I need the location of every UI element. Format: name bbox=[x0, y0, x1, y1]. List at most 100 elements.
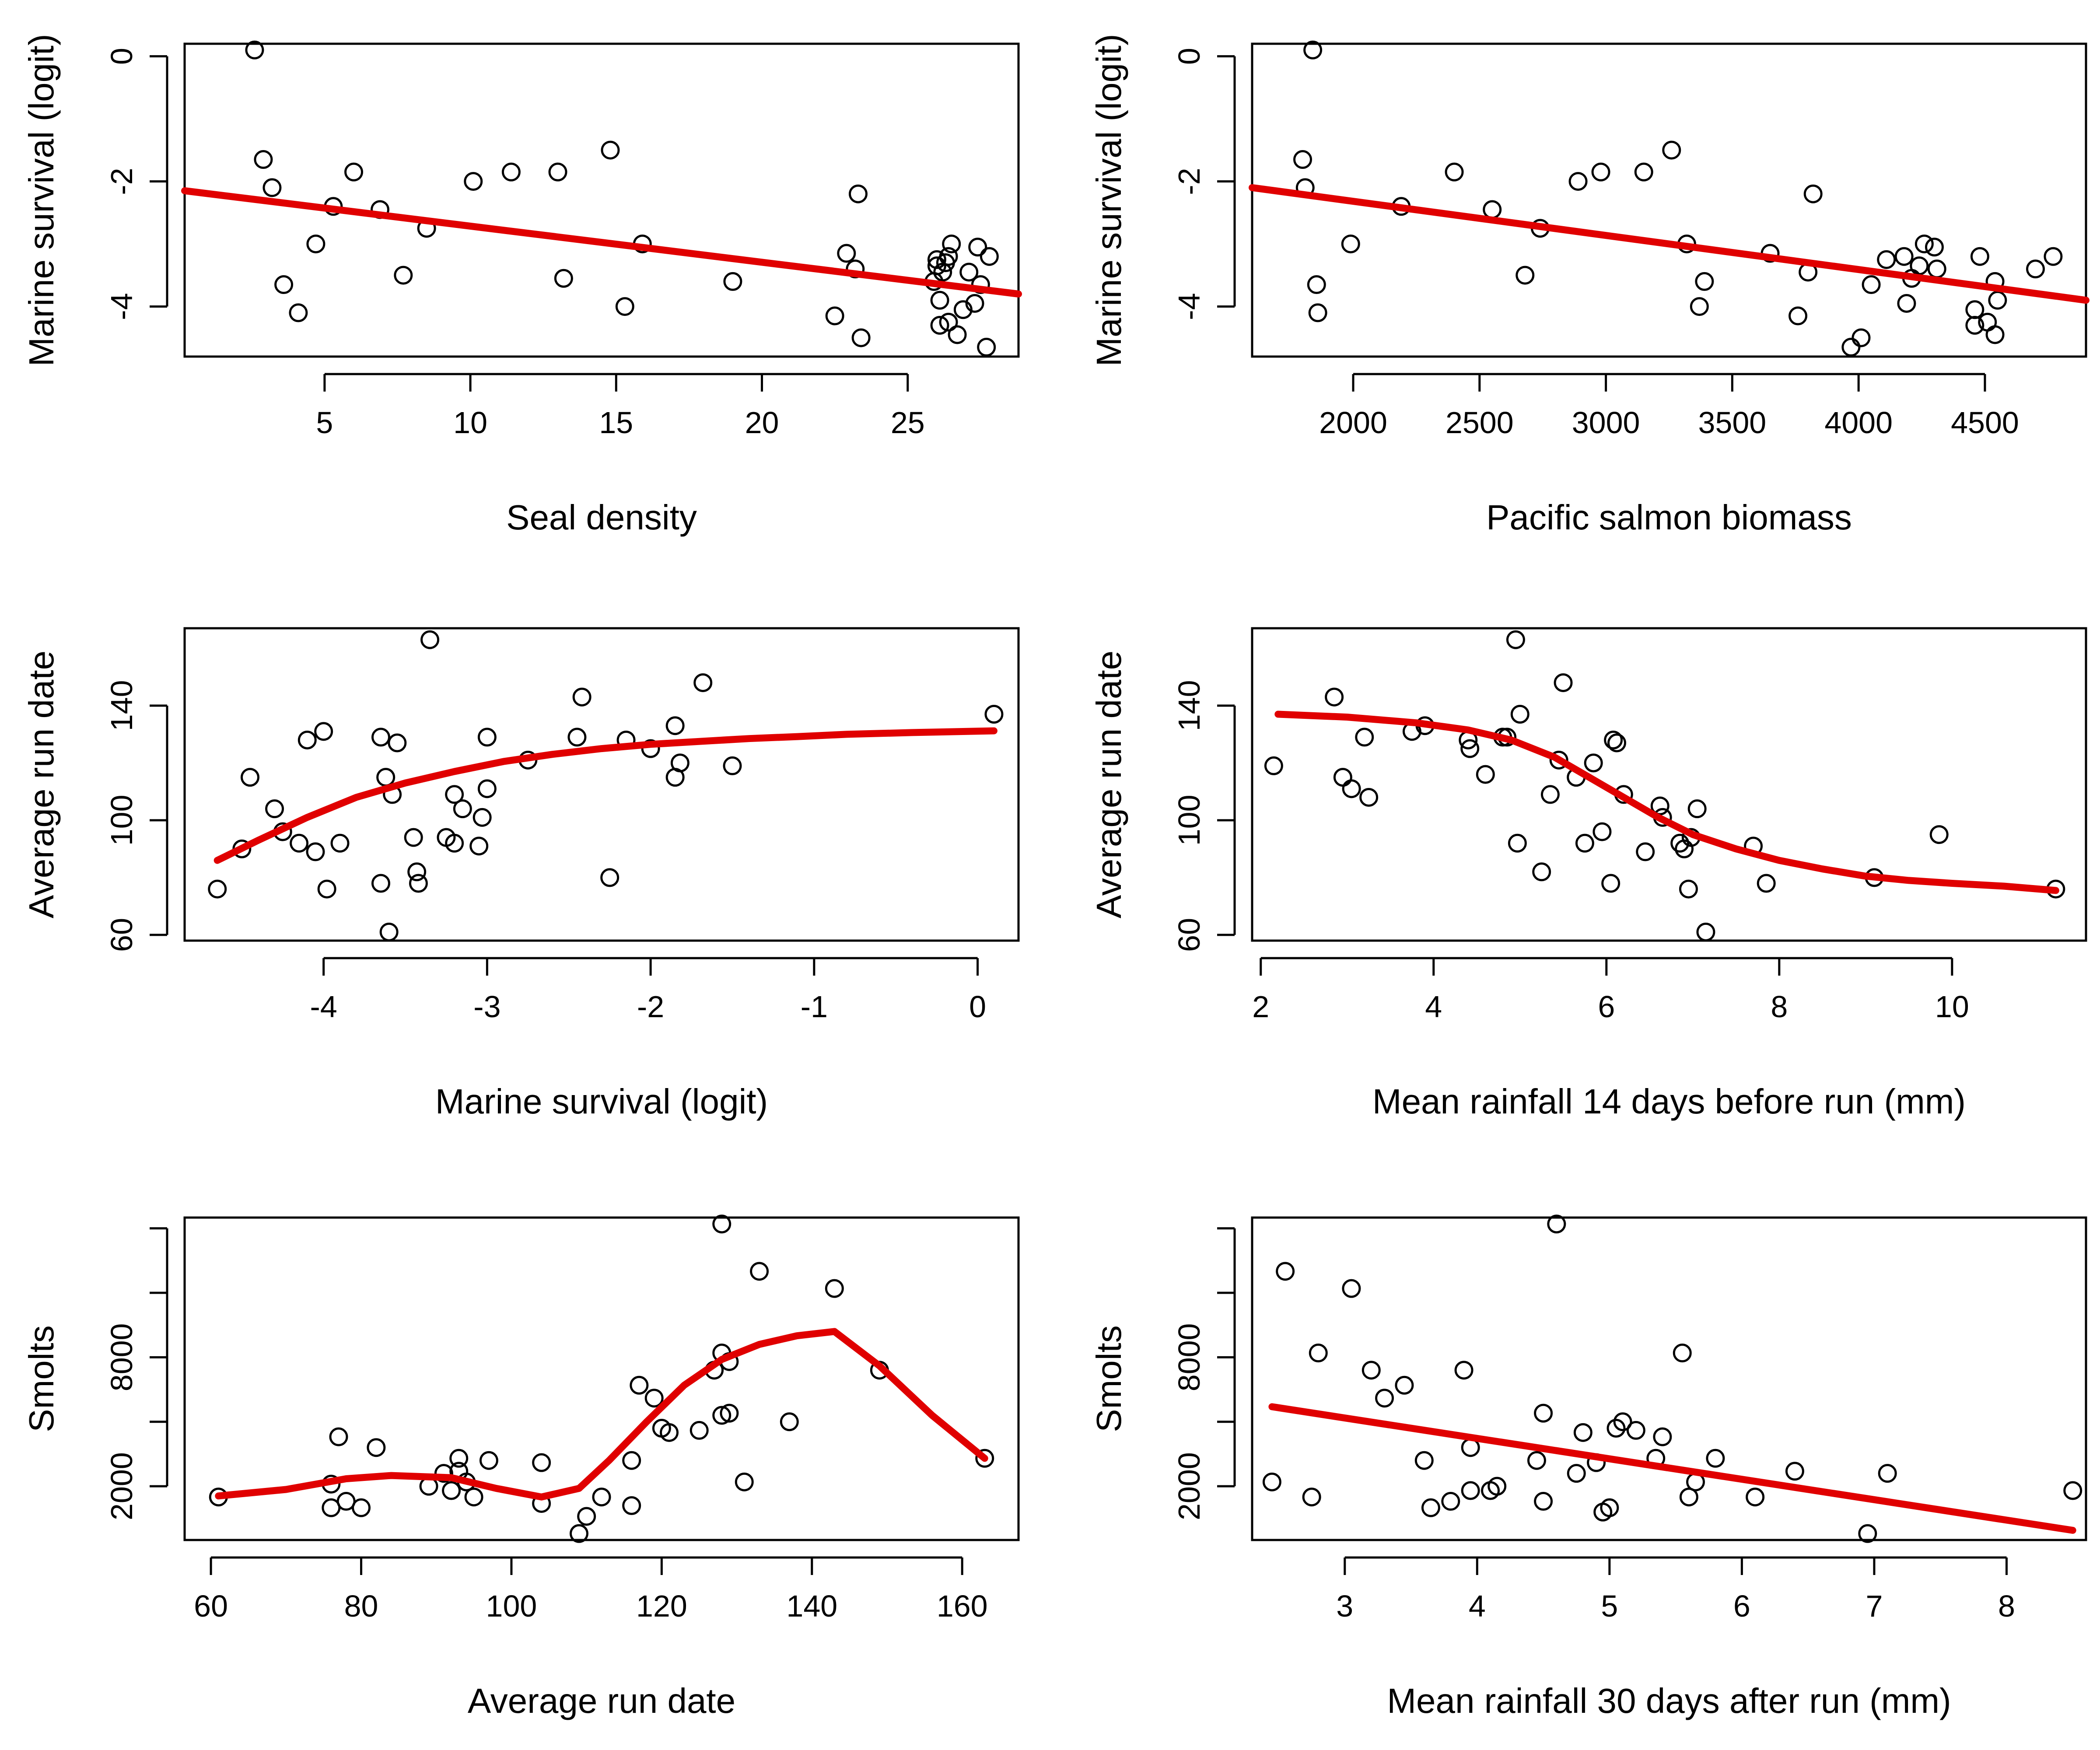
data-point bbox=[477, 779, 497, 798]
y-tick-label: -2 bbox=[105, 168, 139, 195]
data-point bbox=[1476, 765, 1495, 784]
data-point bbox=[404, 828, 423, 847]
y-tick-label: 8000 bbox=[105, 1323, 139, 1391]
x-tick-label: 7 bbox=[1866, 1589, 1883, 1623]
data-point bbox=[464, 172, 483, 191]
data-point bbox=[1342, 1279, 1361, 1298]
data-point bbox=[577, 1507, 596, 1526]
data-point bbox=[371, 728, 390, 747]
x-tick-label: 160 bbox=[937, 1589, 988, 1623]
x-tick-label: -2 bbox=[637, 990, 664, 1024]
data-point bbox=[208, 879, 227, 899]
data-point bbox=[1308, 303, 1327, 322]
data-point bbox=[750, 1262, 769, 1281]
data-point bbox=[1785, 1462, 1804, 1481]
data-point bbox=[442, 1481, 461, 1500]
data-point bbox=[1575, 833, 1594, 853]
data-point bbox=[1264, 756, 1283, 775]
data-point bbox=[479, 1451, 498, 1470]
x-axis-title: Marine survival (logit) bbox=[435, 1082, 768, 1121]
y-tick-label: -2 bbox=[1172, 168, 1206, 195]
data-point bbox=[942, 234, 961, 254]
data-point bbox=[665, 716, 685, 735]
data-point bbox=[298, 730, 317, 749]
x-tick-label: 5 bbox=[1601, 1589, 1618, 1623]
data-point bbox=[1309, 1344, 1328, 1363]
data-point bbox=[971, 275, 990, 294]
data-point bbox=[1584, 753, 1603, 773]
data-point bbox=[1341, 234, 1360, 254]
data-point bbox=[1395, 1376, 1414, 1395]
x-tick-label: 4 bbox=[1425, 990, 1442, 1024]
data-point bbox=[1540, 785, 1560, 804]
y-tick-label: 60 bbox=[1172, 918, 1206, 952]
data-point bbox=[477, 728, 497, 747]
data-point bbox=[1554, 673, 1573, 692]
data-point bbox=[329, 1427, 348, 1446]
x-tick-label: -1 bbox=[801, 990, 828, 1024]
data-point bbox=[1894, 247, 1914, 266]
data-point bbox=[1421, 1498, 1440, 1517]
plot-frame bbox=[1251, 42, 2087, 358]
data-point bbox=[445, 833, 464, 853]
data-point bbox=[1414, 1451, 1434, 1470]
data-point bbox=[1696, 922, 1715, 942]
data-point bbox=[1746, 1488, 1765, 1507]
data-point bbox=[1293, 150, 1312, 169]
data-point bbox=[1262, 1472, 1281, 1491]
data-point bbox=[367, 1438, 386, 1457]
data-point bbox=[1445, 162, 1464, 182]
panel-1: 5 10 15 20 25 -4 -2 0 Seal density Marine surviva… bbox=[22, 34, 1022, 537]
data-point bbox=[948, 325, 967, 344]
data-point bbox=[453, 799, 472, 819]
x-tick-label: 25 bbox=[891, 406, 925, 440]
data-point bbox=[554, 269, 573, 288]
x-tick-label: -4 bbox=[310, 990, 337, 1024]
data-point bbox=[469, 836, 489, 856]
x-axis-title: Mean rainfall 30 days after run (mm) bbox=[1387, 1681, 1951, 1720]
data-point bbox=[2063, 1481, 2082, 1500]
data-point bbox=[1803, 184, 1823, 203]
plot-frame bbox=[183, 42, 1020, 358]
data-point bbox=[953, 300, 973, 319]
data-point bbox=[1534, 1404, 1553, 1423]
data-point bbox=[371, 874, 390, 893]
x-tick-label: 140 bbox=[786, 1589, 837, 1623]
data-point bbox=[1852, 328, 1871, 347]
data-point bbox=[980, 247, 999, 266]
data-point bbox=[1878, 1464, 1897, 1483]
data-point bbox=[306, 234, 326, 254]
data-point bbox=[1607, 733, 1627, 752]
panel-3: -4 -3 -2 -1 0 60 100 140 Marine survival (logit)… bbox=[22, 627, 1020, 1121]
y-tick-label: -4 bbox=[1172, 293, 1206, 320]
data-point bbox=[1510, 705, 1530, 724]
data-point bbox=[2044, 247, 2063, 266]
data-point bbox=[376, 768, 396, 787]
x-tick-label: 8 bbox=[1998, 1589, 2015, 1623]
data-point bbox=[927, 256, 946, 276]
data-point bbox=[1985, 325, 2005, 344]
data-point bbox=[379, 922, 399, 942]
x-tick-label: 4 bbox=[1469, 1589, 1486, 1623]
x-tick-label: 6 bbox=[1598, 990, 1615, 1024]
data-point bbox=[1355, 728, 1374, 747]
data-point bbox=[927, 250, 946, 269]
data-point bbox=[601, 140, 620, 160]
data-point bbox=[290, 833, 309, 853]
data-point bbox=[254, 150, 273, 169]
y-tick-label: -4 bbox=[105, 293, 139, 320]
data-point bbox=[644, 1389, 664, 1408]
data-point bbox=[394, 266, 413, 285]
data-point bbox=[1532, 862, 1551, 882]
data-point bbox=[1626, 1421, 1645, 1440]
data-point bbox=[1527, 1451, 1546, 1470]
fit-line bbox=[1274, 710, 2059, 894]
data-point bbox=[245, 40, 264, 60]
data-point bbox=[314, 722, 333, 741]
data-point bbox=[1970, 247, 1989, 266]
data-point bbox=[1506, 630, 1525, 649]
data-point bbox=[622, 1451, 641, 1470]
panel-2: 2000 2500 3000 3500 4000 4500 -4 -2 0 Pacific sal… bbox=[1089, 34, 2090, 537]
data-point bbox=[670, 753, 690, 773]
x-tick-label: 80 bbox=[344, 1589, 378, 1623]
